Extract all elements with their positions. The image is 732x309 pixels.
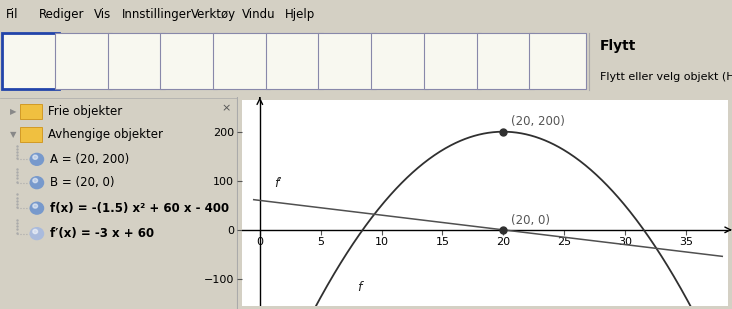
Circle shape (30, 202, 43, 214)
Circle shape (33, 155, 37, 159)
FancyBboxPatch shape (213, 33, 270, 89)
Text: ▶: ▶ (10, 107, 16, 116)
Text: Flytt eller velg objekt (Hurtigta: Flytt eller velg objekt (Hurtigta (600, 72, 732, 82)
Text: f: f (357, 281, 362, 294)
Text: Frie objekter: Frie objekter (48, 105, 122, 118)
Text: f′(x) = -3 x + 60: f′(x) = -3 x + 60 (50, 227, 154, 240)
Text: Vindu: Vindu (242, 8, 276, 21)
FancyBboxPatch shape (318, 33, 376, 89)
Text: Rediger: Rediger (39, 8, 84, 21)
FancyBboxPatch shape (108, 33, 165, 89)
Text: (20, 0): (20, 0) (510, 214, 550, 227)
Circle shape (30, 177, 43, 188)
FancyBboxPatch shape (371, 33, 428, 89)
Text: Hjelp: Hjelp (285, 8, 315, 21)
FancyBboxPatch shape (266, 33, 323, 89)
Text: Flytt: Flytt (600, 39, 637, 53)
FancyBboxPatch shape (477, 33, 534, 89)
Text: Verktøy: Verktøy (191, 8, 236, 21)
Text: Fil: Fil (6, 8, 18, 21)
FancyBboxPatch shape (55, 33, 112, 89)
Circle shape (33, 229, 37, 234)
FancyBboxPatch shape (424, 33, 481, 89)
FancyBboxPatch shape (160, 33, 217, 89)
Text: f′: f′ (274, 177, 282, 190)
FancyBboxPatch shape (529, 33, 586, 89)
Text: Vis: Vis (94, 8, 111, 21)
Text: Innstillinger: Innstillinger (122, 8, 192, 21)
Text: B = (20, 0): B = (20, 0) (50, 176, 114, 189)
Text: ▼: ▼ (10, 130, 16, 139)
FancyBboxPatch shape (20, 128, 42, 142)
Circle shape (30, 153, 43, 165)
FancyBboxPatch shape (2, 33, 59, 89)
FancyBboxPatch shape (20, 104, 42, 119)
Text: A = (20, 200): A = (20, 200) (50, 153, 130, 166)
Text: Avhengige objekter: Avhengige objekter (48, 129, 163, 142)
Circle shape (33, 178, 37, 183)
Text: (20, 200): (20, 200) (510, 115, 564, 128)
Circle shape (30, 228, 43, 239)
Text: f(x) = -(1.5) x² + 60 x - 400: f(x) = -(1.5) x² + 60 x - 400 (50, 202, 229, 215)
Text: ×: × (221, 103, 231, 113)
Circle shape (33, 204, 37, 208)
